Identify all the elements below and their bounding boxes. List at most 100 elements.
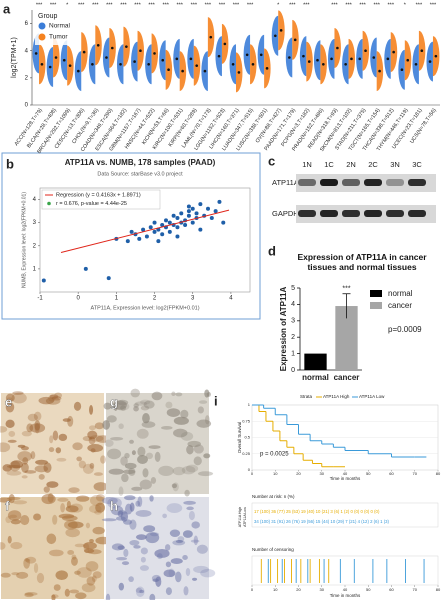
scatter-point [167,229,172,234]
legend-label: Normal [49,23,71,30]
ihc-texture [47,493,54,503]
significance: *** [205,2,212,8]
ihc-texture [20,515,30,526]
ihc-texture [22,457,29,465]
ihc-texture [133,406,139,412]
ihc-texture [76,456,82,462]
ihc-texture [89,405,94,415]
ihc-texture [199,400,208,404]
median-dot [350,57,353,61]
median-dot [316,58,319,62]
ihc-texture [27,413,38,422]
scatter-point [213,209,218,214]
x-axis-label: Time in months [330,476,361,481]
median-dot [265,67,269,70]
y-axis-label: NUMB, Expression level: log2(FPKM+0.01) [21,192,27,288]
ihc-texture [26,423,34,433]
ihc-texture [129,502,135,512]
ihc-texture [90,448,96,453]
ihc-texture [133,545,141,549]
median-dot [181,69,184,73]
ihc-texture [51,396,62,401]
x-tick-label: cancer [334,373,360,382]
panel-label: a [3,1,11,16]
significance: *** [342,286,350,293]
ihc-texture [166,503,183,514]
x-tick-label: 1 [115,296,119,302]
ihc-texture [43,462,52,473]
ihc-texture [93,482,108,492]
x-tick-label: 70 [413,587,418,592]
blot-band [320,210,338,217]
median-dot [153,52,156,55]
ihc-texture [196,419,212,428]
ihc-texture [92,526,105,535]
ihc-texture [196,544,208,554]
ihc-texture [145,452,154,460]
ihc-texture [95,494,105,502]
legend-title: Group [38,13,58,20]
ihc-texture [34,423,40,434]
ihc-texture [24,470,37,474]
panel-label: h [110,498,118,513]
ihc-texture [68,487,80,493]
ihc-texture [66,500,71,509]
ihc-texture [35,459,48,465]
ihc-texture [73,401,82,411]
y-tick-label: 0.75 [242,418,251,423]
panel-label: c [268,153,275,168]
y-tick-label: 0 [291,367,295,374]
scatter-point [129,229,134,234]
y-tick-label: 4 [291,301,295,308]
p-value: p=0.0009 [388,325,422,334]
ihc-texture [150,476,157,484]
y-tick-label: 2 [291,334,295,341]
ihc-texture [74,543,85,548]
ihc-texture [128,576,134,583]
median-dot [161,58,165,62]
ihc-texture [76,567,92,578]
ihc-texture [17,444,26,448]
ihc-texture [137,496,143,508]
ihc-texture [21,462,29,473]
significance: *** [359,2,366,8]
median-dot [40,62,44,66]
ihc-texture [148,445,161,449]
significance: *** [120,2,127,8]
significance: *** [106,2,113,8]
ihc-texture [173,416,189,425]
chart-title: ATP11A vs. NUMB, 178 samples (PAAD) [65,158,216,167]
ihc-texture [34,420,41,431]
blot-band [386,179,404,186]
ihc-texture [136,428,149,439]
ihc-texture [158,465,174,476]
ihc-texture [107,497,122,509]
ihc-texture [29,423,46,433]
scatter-point [144,234,149,239]
ihc-texture [83,541,97,550]
blot-band [364,210,382,217]
ihc-texture [165,561,172,568]
ihc-texture [110,505,124,516]
x-tick-label: 0 [77,296,81,302]
median-dot [336,46,339,50]
legend-label: ATP11A Low [359,394,385,399]
ihc-texture [117,545,125,550]
ihc-texture [157,553,163,560]
ihc-texture [204,389,210,398]
median-dot [279,29,283,32]
ihc-texture [34,465,49,473]
y-tick-label: 0.5 [244,435,250,440]
ihc-texture [85,522,91,529]
ihc-texture [16,571,29,579]
ihc-texture [102,420,111,430]
ihc-texture [175,392,183,397]
median-dot [82,50,86,54]
ihc-texture [65,528,80,538]
lane-label: 2C [368,160,378,169]
ihc-texture [100,455,106,464]
significance: *** [233,2,240,8]
median-dot [251,62,255,66]
lane-label: 1C [324,160,334,169]
ihc-texture [121,561,130,566]
